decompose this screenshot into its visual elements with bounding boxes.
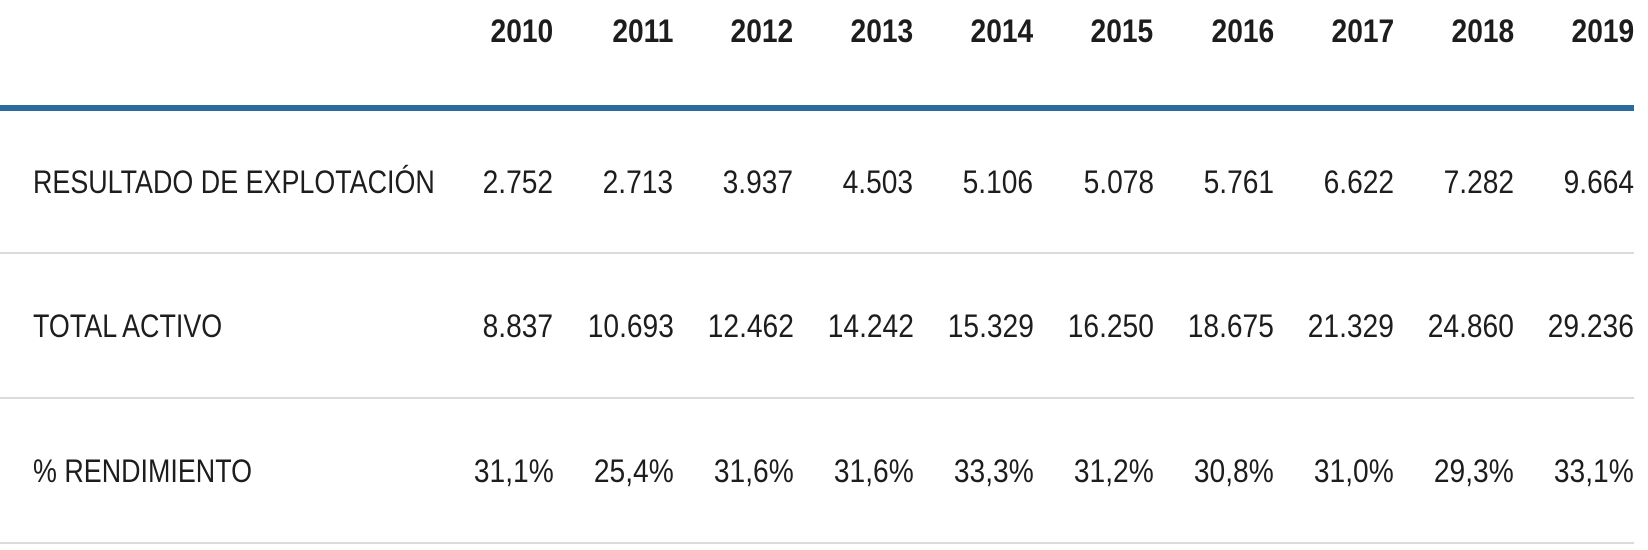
value-cell: 31,2% <box>1033 398 1154 544</box>
value-text: 24.860 <box>1427 307 1514 344</box>
value-text: 31,2% <box>1073 452 1154 489</box>
year-column-header: 2010 <box>433 0 554 111</box>
value-cell: 8.837 <box>433 253 554 399</box>
value-cell: 6.622 <box>1273 108 1394 254</box>
year-label: 2012 <box>730 13 794 49</box>
value-text: 7.282 <box>1443 163 1514 200</box>
value-cell: 10.693 <box>553 253 674 399</box>
value-text: 18.675 <box>1187 307 1274 344</box>
value-text: 5.761 <box>1203 163 1274 200</box>
value-cell: 31,6% <box>673 398 794 544</box>
value-text: 2.752 <box>482 163 554 200</box>
row-label-text: % RENDIMIENTO <box>33 452 253 489</box>
value-text: 30,8% <box>1193 452 1274 489</box>
year-column-header: 2012 <box>673 0 794 111</box>
value-text: 9.664 <box>1563 163 1634 200</box>
value-cell: 29.236 <box>1513 253 1634 399</box>
value-cell: 5.106 <box>913 108 1034 254</box>
value-cell: 31,0% <box>1273 398 1394 544</box>
value-text: 33,3% <box>953 452 1034 489</box>
value-text: 31,0% <box>1313 452 1394 489</box>
row-label: TOTAL ACTIVO <box>0 253 434 399</box>
year-label: 2019 <box>1571 13 1634 49</box>
value-text: 25,4% <box>593 452 674 489</box>
year-label: 2018 <box>1451 13 1514 49</box>
value-cell: 14.242 <box>793 253 914 399</box>
value-cell: 29,3% <box>1393 398 1514 544</box>
value-cell: 5.761 <box>1153 108 1274 254</box>
value-cell: 2.713 <box>553 108 674 254</box>
value-cell: 31,6% <box>793 398 914 544</box>
value-cell: 9.664 <box>1513 108 1634 254</box>
value-text: 29,3% <box>1433 452 1514 489</box>
year-label: 2015 <box>1090 13 1154 49</box>
value-text: 16.250 <box>1067 307 1154 344</box>
year-label: 2017 <box>1331 13 1394 49</box>
value-cell: 7.282 <box>1393 108 1514 254</box>
table-row-total-activo: TOTAL ACTIVO 8.837 10.693 12.462 14.242 … <box>0 253 1634 399</box>
row-label: RESULTADO DE EXPLOTACIÓN <box>0 108 435 254</box>
value-cell: 15.329 <box>913 253 1034 399</box>
value-text: 12.462 <box>707 307 794 344</box>
row-label-text: RESULTADO DE EXPLOTACIÓN <box>33 163 435 200</box>
header-spacer-cell <box>0 0 434 111</box>
value-cell: 31,1% <box>433 398 554 544</box>
year-label: 2016 <box>1211 13 1274 49</box>
value-text: 8.837 <box>482 307 554 344</box>
year-label: 2013 <box>850 13 914 49</box>
value-cell: 33,1% <box>1513 398 1634 544</box>
value-cell: 25,4% <box>553 398 674 544</box>
value-text: 2.713 <box>602 163 674 200</box>
value-cell: 2.752 <box>433 108 554 254</box>
year-column-header: 2013 <box>793 0 914 111</box>
value-cell: 5.078 <box>1033 108 1154 254</box>
year-column-header: 2019 <box>1513 0 1634 111</box>
value-text: 4.503 <box>843 163 914 200</box>
value-cell: 3.937 <box>673 108 794 254</box>
year-column-header: 2011 <box>553 0 674 111</box>
value-text: 15.329 <box>947 307 1034 344</box>
value-text: 33,1% <box>1554 452 1634 489</box>
value-text: 14.242 <box>827 307 914 344</box>
year-column-header: 2014 <box>913 0 1034 111</box>
year-label: 2011 <box>612 13 674 49</box>
value-text: 5.078 <box>1083 163 1154 200</box>
value-text: 6.622 <box>1323 163 1394 200</box>
year-column-header: 2016 <box>1153 0 1274 111</box>
value-cell: 21.329 <box>1273 253 1394 399</box>
value-text: 5.106 <box>963 163 1034 200</box>
value-cell: 16.250 <box>1033 253 1154 399</box>
value-cell: 33,3% <box>913 398 1034 544</box>
year-column-header: 2017 <box>1273 0 1394 111</box>
value-text: 29.236 <box>1547 307 1634 344</box>
year-column-header: 2015 <box>1033 0 1154 111</box>
year-label: 2014 <box>970 13 1034 49</box>
row-label-text: TOTAL ACTIVO <box>33 307 223 344</box>
value-text: 21.329 <box>1307 307 1394 344</box>
value-text: 31,6% <box>713 452 794 489</box>
value-cell: 30,8% <box>1153 398 1274 544</box>
value-text: 10.693 <box>587 307 674 344</box>
year-column-header: 2018 <box>1393 0 1514 111</box>
table-row-resultado-de-explotacion: RESULTADO DE EXPLOTACIÓN 2.752 2.713 3.9… <box>0 108 1634 254</box>
table-row-rendimiento: % RENDIMIENTO 31,1% 25,4% 31,6% 31,6% 33… <box>0 398 1634 544</box>
value-cell: 24.860 <box>1393 253 1514 399</box>
value-cell: 18.675 <box>1153 253 1274 399</box>
year-label: 2010 <box>490 13 554 49</box>
value-text: 31,1% <box>473 452 554 489</box>
value-cell: 12.462 <box>673 253 794 399</box>
table-header-row: 2010 2011 2012 2013 2014 2015 2016 2017 … <box>0 0 1634 111</box>
value-text: 31,6% <box>833 452 914 489</box>
row-label: % RENDIMIENTO <box>0 398 434 544</box>
value-text: 3.937 <box>722 163 794 200</box>
value-cell: 4.503 <box>793 108 914 254</box>
